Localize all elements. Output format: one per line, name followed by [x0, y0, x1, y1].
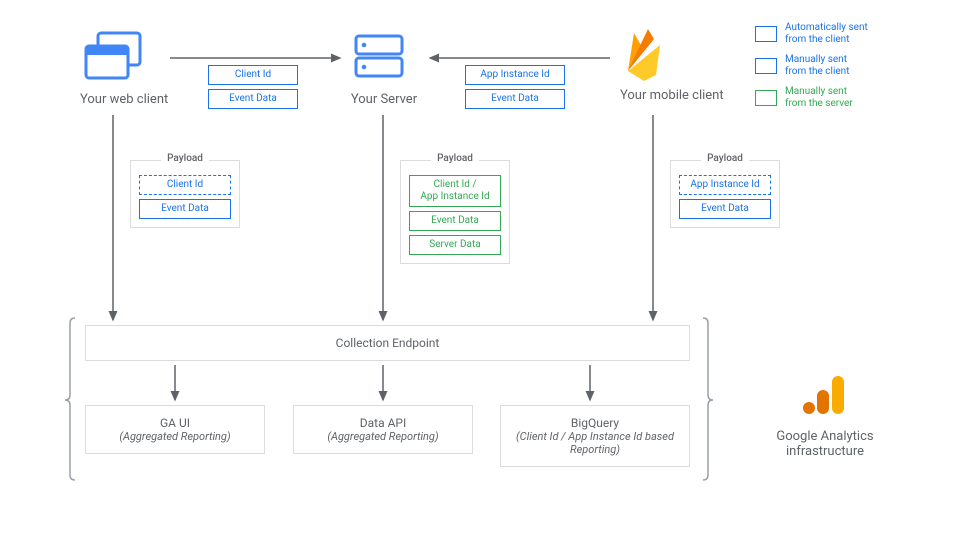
tag: Event Data	[679, 199, 771, 219]
legend-swatch	[755, 26, 777, 42]
tag: Event Data	[139, 199, 231, 219]
bigquery-sub: (Client Id / App Instance Id based Repor…	[509, 430, 681, 456]
legend-item: Automatically sent from the client	[755, 22, 935, 46]
legend-swatch	[755, 58, 777, 74]
legend-item: Manually sent from the server	[755, 86, 935, 110]
mobile-client-label: Your mobile client	[620, 88, 688, 103]
data-api-sub: (Aggregated Reporting)	[302, 430, 464, 443]
legend-text: Manually sent from the server	[785, 86, 853, 110]
ga-ui-box: GA UI (Aggregated Reporting)	[85, 405, 265, 454]
web-server-tags: Client Id Event Data	[208, 65, 298, 109]
tag: Client Id / App Instance Id	[409, 175, 501, 207]
bigquery-box: BigQuery (Client Id / App Instance Id ba…	[500, 405, 690, 467]
tag: Event Data	[208, 89, 298, 109]
tag: App Instance Id	[679, 175, 771, 195]
tag: App Instance Id	[465, 65, 565, 85]
collection-endpoint: Collection Endpoint	[85, 325, 690, 361]
google-analytics-icon	[800, 370, 850, 420]
tag: Client Id	[139, 175, 231, 195]
legend-text: Automatically sent from the client	[785, 22, 868, 46]
mobile-client-node: Your mobile client	[620, 25, 688, 103]
server-node: Your Server	[350, 30, 418, 107]
collection-label: Collection Endpoint	[336, 336, 440, 350]
windows-icon	[80, 30, 148, 85]
tag: Client Id	[208, 65, 298, 85]
mobile-server-tags: App Instance Id Event Data	[465, 65, 565, 109]
data-api-title: Data API	[302, 416, 464, 430]
server-label: Your Server	[350, 92, 418, 107]
payload-mobile: Payload App Instance Id Event Data	[670, 160, 780, 228]
bigquery-title: BigQuery	[509, 416, 681, 430]
data-api-box: Data API (Aggregated Reporting)	[293, 405, 473, 454]
legend-text: Manually sent from the client	[785, 54, 849, 78]
tag: Event Data	[465, 89, 565, 109]
ga-infra-label: Google Analytics infrastructure	[755, 429, 895, 459]
tag: Event Data	[409, 211, 501, 231]
payload-title: Payload	[701, 153, 749, 164]
payload-title: Payload	[161, 153, 209, 164]
ga-infra: Google Analytics infrastructure	[755, 370, 895, 459]
payload-web: Payload Client Id Event Data	[130, 160, 240, 228]
web-client-label: Your web client	[80, 92, 148, 107]
ga-ui-title: GA UI	[94, 416, 256, 430]
tag: Server Data	[409, 235, 501, 255]
web-client-node: Your web client	[80, 30, 148, 107]
server-icon	[350, 30, 408, 85]
legend-item: Manually sent from the client	[755, 54, 935, 78]
legend-swatch	[755, 90, 777, 106]
ga-ui-sub: (Aggregated Reporting)	[94, 430, 256, 443]
legend: Automatically sent from the client Manua…	[755, 22, 935, 118]
payload-title: Payload	[431, 153, 479, 164]
firebase-icon	[620, 25, 668, 85]
payload-server: Payload Client Id / App Instance Id Even…	[400, 160, 510, 264]
